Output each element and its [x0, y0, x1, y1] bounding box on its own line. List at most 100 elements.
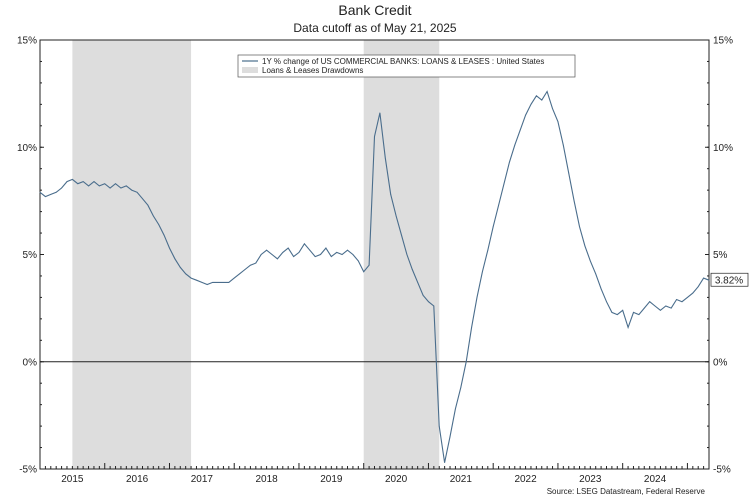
data-point: [309, 249, 311, 251]
data-point: [433, 305, 435, 307]
data-point: [530, 103, 532, 105]
legend-shade-label: Loans & Leases Drawdowns: [262, 66, 363, 75]
data-point: [77, 183, 79, 185]
data-point: [471, 327, 473, 328]
data-point: [287, 247, 289, 249]
data-point: [465, 361, 467, 363]
data-point: [411, 269, 413, 270]
data-point: [622, 309, 624, 311]
data-point: [88, 185, 89, 187]
data-point: [455, 408, 456, 410]
data-point: [244, 269, 246, 270]
data-point: [228, 281, 230, 283]
data-point: [492, 226, 494, 228]
y-tick-label-left: 15%: [17, 36, 37, 47]
shaded-regions: [72, 40, 440, 469]
data-point: [633, 312, 634, 313]
data-point: [61, 187, 62, 189]
data-point: [71, 179, 73, 180]
y-axis-left: 15% 10% 5% 0% -5%: [17, 36, 44, 476]
x-tick-label: 2022: [514, 474, 537, 485]
data-point: [573, 200, 575, 202]
data-point: [44, 196, 46, 197]
data-point: [217, 281, 219, 283]
y-tick-label-left: -5%: [19, 465, 37, 476]
data-point: [206, 284, 208, 285]
data-point: [627, 327, 629, 328]
chart-title: Bank Credit: [338, 2, 411, 18]
data-point: [541, 99, 543, 101]
x-tick-label: 2016: [126, 474, 149, 485]
data-point: [546, 91, 548, 92]
x-tick-label: 2024: [644, 474, 667, 485]
x-tick-label: 2015: [61, 474, 84, 485]
x-tick-label: 2017: [191, 474, 214, 485]
data-point: [260, 254, 262, 255]
x-tick-label: 2021: [450, 474, 473, 485]
data-point: [174, 258, 176, 260]
data-point: [514, 144, 516, 146]
data-point: [476, 297, 478, 298]
data-point: [336, 251, 338, 253]
data-point: [428, 301, 429, 303]
legend-series-label: 1Y % change of US COMMERCIAL BANKS: LOAN…: [262, 57, 544, 66]
data-point: [703, 277, 705, 279]
x-tick-label: 2023: [579, 474, 602, 485]
data-point: [196, 279, 197, 281]
data-point: [314, 256, 316, 258]
y-tick-label-right: 0%: [713, 357, 728, 368]
data-point: [487, 249, 489, 251]
data-point: [147, 204, 149, 206]
data-point: [654, 305, 656, 307]
data-point: [93, 181, 95, 182]
data-point: [66, 181, 68, 182]
data-point: [347, 249, 348, 251]
data-point: [212, 281, 214, 283]
last-value-box: [710, 272, 749, 287]
data-point: [616, 314, 618, 315]
data-point: [303, 243, 305, 245]
data-point: [239, 273, 241, 275]
last-value-label: 3.82%: [715, 276, 743, 287]
data-point: [692, 292, 694, 294]
data-point: [201, 281, 203, 283]
data-point: [379, 112, 381, 114]
data-points: [39, 91, 710, 463]
data-point: [363, 271, 365, 273]
data-point: [163, 234, 165, 236]
data-point: [266, 249, 267, 251]
data-point: [595, 273, 597, 275]
x-axis: 2015 2016 2017 2018 2019 2020 2021 2022 2023 2024: [39, 463, 710, 485]
data-point: [179, 266, 181, 268]
data-point: [276, 258, 278, 260]
data-point: [169, 247, 170, 249]
data-point: [600, 288, 602, 290]
data-point: [341, 254, 343, 255]
data-point: [584, 245, 586, 247]
data-point: [519, 129, 521, 131]
data-point: [649, 301, 651, 303]
x-tick-label: 2020: [385, 474, 408, 485]
y-tick-label-right: 5%: [713, 250, 728, 261]
legend-shade-swatch: [242, 67, 258, 73]
y-tick-label-right: 15%: [713, 36, 733, 47]
data-point: [401, 234, 402, 236]
data-point: [498, 204, 499, 206]
data-point: [357, 260, 359, 262]
data-point: [611, 312, 613, 313]
data-point: [233, 277, 235, 279]
data-point: [406, 254, 408, 255]
data-point: [368, 264, 370, 266]
data-point: [104, 183, 106, 185]
data-point: [158, 224, 160, 225]
data-point: [438, 425, 440, 427]
data-point: [562, 144, 564, 146]
data-point: [374, 136, 375, 137]
data-point: [131, 189, 133, 191]
data-point: [638, 314, 640, 315]
data-point: [557, 121, 559, 122]
data-point: [384, 157, 386, 159]
data-point: [282, 251, 284, 253]
legend: 1Y % change of US COMMERCIAL BANKS: LOAN…: [237, 54, 576, 78]
data-point: [298, 251, 300, 253]
